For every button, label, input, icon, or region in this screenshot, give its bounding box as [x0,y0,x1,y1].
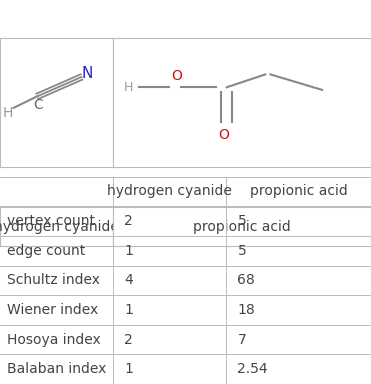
Text: C: C [34,98,43,112]
Text: 68: 68 [237,273,255,287]
Text: hydrogen cyanide: hydrogen cyanide [107,184,232,199]
Text: H: H [124,81,133,94]
Text: H: H [3,106,13,120]
Text: 2: 2 [124,214,133,228]
Text: hydrogen cyanide: hydrogen cyanide [0,220,119,233]
Text: edge count: edge count [7,244,86,258]
Text: Balaban index: Balaban index [7,362,107,376]
Text: Schultz index: Schultz index [7,273,101,287]
Text: 1: 1 [124,303,133,317]
Text: 18: 18 [237,303,255,317]
Text: propionic acid: propionic acid [193,220,291,233]
Text: 1: 1 [124,244,133,258]
Text: 1: 1 [124,362,133,376]
Text: 7: 7 [237,333,246,347]
Text: 5: 5 [237,244,246,258]
Text: vertex count: vertex count [7,214,95,228]
Text: Hosoya index: Hosoya index [7,333,101,347]
Text: O: O [171,69,182,83]
Text: 2: 2 [124,333,133,347]
Text: Wiener index: Wiener index [7,303,99,317]
Text: 4: 4 [124,273,133,287]
Text: propionic acid: propionic acid [250,184,348,199]
Text: 5: 5 [237,214,246,228]
Text: N: N [82,66,93,81]
Text: 2.54: 2.54 [237,362,268,376]
Text: O: O [219,128,230,142]
